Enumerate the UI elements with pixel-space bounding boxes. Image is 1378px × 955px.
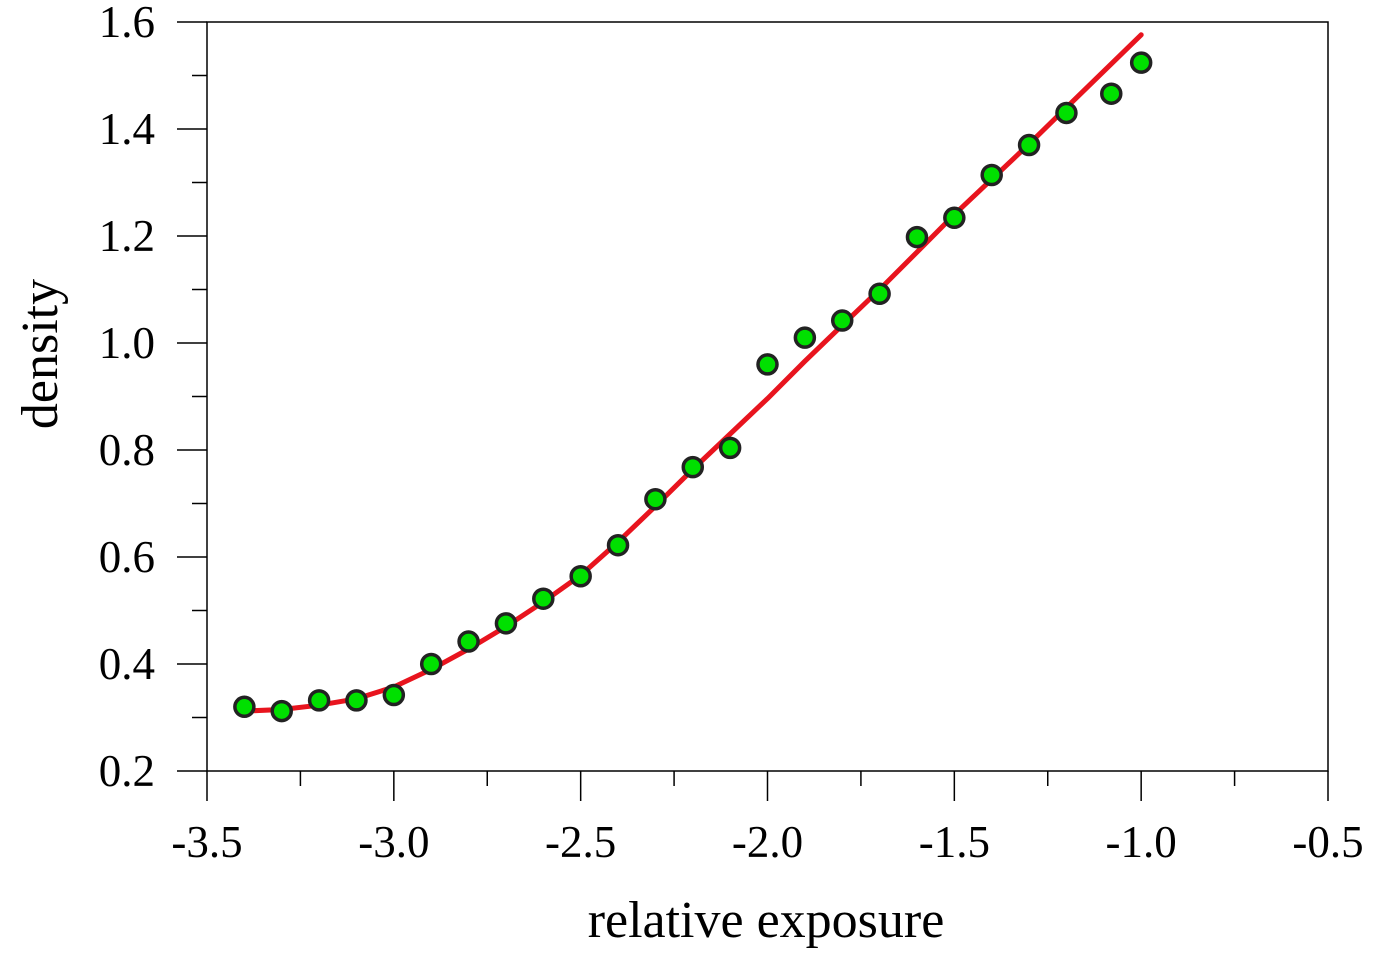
x-tick-label: -2.0	[732, 817, 803, 867]
data-point	[419, 652, 443, 676]
data-point	[494, 612, 518, 635]
data-point	[382, 683, 406, 707]
x-tick-label: -3.0	[358, 817, 429, 867]
data-point	[270, 699, 293, 723]
x-tick-label: -1.0	[1106, 817, 1177, 867]
data-point	[345, 689, 368, 712]
y-axis-title: density	[12, 279, 69, 429]
data-point	[1129, 51, 1153, 74]
data-point	[718, 436, 742, 460]
data-point	[233, 695, 256, 719]
y-tick-label: 1.2	[99, 211, 155, 261]
data-point	[830, 309, 854, 332]
x-tick-label: -3.5	[171, 817, 242, 867]
y-tick-label: 0.4	[99, 639, 155, 689]
data-point	[793, 326, 817, 349]
data-point	[457, 630, 480, 653]
data-point	[756, 353, 779, 376]
x-tick-label: -1.5	[919, 817, 990, 867]
data-point	[905, 225, 929, 249]
y-axis-ticks	[177, 21, 207, 772]
y-axis-tick-labels: 0.2 0.4 0.6 0.8 1.0 1.2 1.4 1.6	[99, 0, 155, 796]
data-points-layer	[233, 51, 1153, 723]
data-point	[569, 565, 592, 588]
data-point	[681, 455, 705, 479]
data-point	[980, 163, 1003, 187]
y-tick-label: 1.4	[99, 104, 155, 154]
y-tick-label: 0.2	[99, 746, 155, 796]
data-point	[943, 206, 966, 230]
y-tick-label: 1.6	[99, 0, 155, 47]
data-point	[307, 689, 331, 712]
x-axis-ticks	[206, 771, 1329, 801]
data-point	[1100, 82, 1123, 105]
data-point	[1055, 101, 1078, 125]
fit-line-layer	[241, 32, 1144, 714]
x-axis-title: relative exposure	[588, 892, 945, 949]
y-tick-label: 0.8	[99, 425, 155, 475]
data-point	[606, 533, 630, 557]
x-tick-label: -0.5	[1292, 817, 1363, 867]
y-tick-label: 1.0	[99, 318, 155, 368]
y-tick-label: 0.6	[99, 532, 155, 582]
fit-line	[241, 32, 1144, 714]
x-axis-tick-labels: -3.5 -3.0 -2.5 -2.0 -1.5 -1.0 -0.5	[171, 817, 1363, 867]
data-point	[1017, 133, 1041, 157]
data-point	[644, 487, 667, 511]
data-point	[868, 282, 891, 306]
data-point	[532, 587, 555, 610]
x-tick-label: -2.5	[545, 817, 616, 867]
